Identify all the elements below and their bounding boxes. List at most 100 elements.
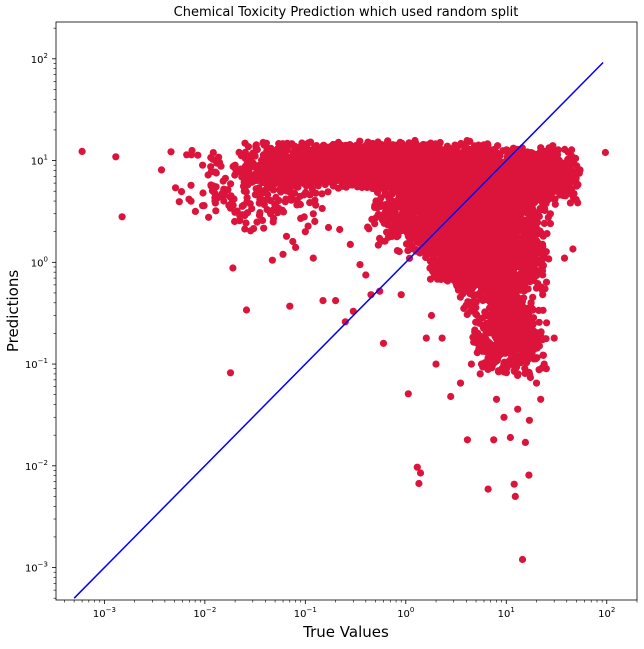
data-point — [422, 151, 430, 159]
data-point — [465, 153, 473, 161]
data-point — [405, 139, 413, 147]
data-point — [411, 136, 419, 145]
data-point — [459, 177, 467, 185]
data-point — [319, 175, 327, 183]
data-point — [298, 151, 306, 159]
data-point — [466, 183, 474, 191]
data-point — [381, 237, 389, 245]
data-point — [366, 159, 374, 167]
data-point — [395, 213, 403, 221]
data-point — [438, 175, 446, 183]
data-point — [395, 190, 403, 198]
data-point — [372, 214, 380, 222]
data-point — [402, 158, 410, 166]
data-point — [411, 224, 419, 232]
data-point — [384, 179, 392, 187]
data-point — [417, 185, 426, 193]
data-point — [395, 247, 403, 256]
data-point — [371, 163, 379, 171]
data-point — [372, 197, 380, 205]
data-point — [332, 163, 341, 171]
data-point — [352, 164, 360, 172]
data-point — [402, 216, 410, 224]
data-point — [363, 150, 371, 158]
data-point — [362, 141, 370, 150]
data-point — [423, 208, 432, 216]
data-point — [466, 137, 474, 145]
data-point — [482, 150, 491, 158]
data-point — [381, 145, 389, 153]
data-point — [496, 152, 504, 160]
data-point — [370, 170, 378, 178]
data-point — [415, 168, 424, 176]
data-point — [384, 170, 393, 178]
data-point — [433, 145, 441, 153]
data-point — [358, 176, 366, 184]
data-point — [348, 179, 356, 187]
data-point — [290, 154, 298, 162]
data-point — [425, 199, 433, 207]
data-point — [403, 222, 411, 230]
data-point — [435, 164, 443, 172]
data-point — [417, 233, 425, 241]
data-point — [405, 185, 413, 193]
data-point — [363, 169, 371, 177]
data-point — [353, 157, 361, 165]
data-point — [408, 243, 416, 251]
data-point — [378, 155, 386, 163]
data-point — [346, 155, 355, 163]
data-point — [446, 167, 454, 176]
data-point — [319, 150, 327, 158]
data-point — [244, 143, 252, 151]
data-point — [407, 197, 415, 205]
data-point — [423, 173, 431, 181]
data-point — [374, 185, 382, 193]
data-point — [407, 206, 416, 214]
data-point — [451, 178, 459, 186]
data-point — [457, 185, 465, 193]
data-point — [370, 145, 378, 153]
data-point — [427, 144, 435, 152]
data-point — [352, 142, 360, 150]
data-point — [408, 166, 416, 174]
data-point — [275, 140, 283, 148]
data-point — [447, 145, 455, 153]
data-point — [349, 173, 357, 181]
data-point — [417, 193, 425, 201]
data-point — [484, 159, 492, 167]
data-point — [335, 144, 343, 152]
data-point — [477, 173, 485, 181]
data-point — [338, 168, 346, 176]
data-point — [433, 194, 441, 202]
data-point — [349, 148, 357, 156]
data-point — [440, 154, 448, 162]
data-point — [386, 158, 394, 166]
plot-area — [55, 21, 638, 601]
data-point — [339, 179, 348, 187]
data-point — [425, 215, 434, 223]
data-point — [365, 225, 373, 233]
data-point — [383, 139, 391, 147]
data-points — [78, 136, 610, 564]
data-point — [353, 183, 361, 191]
data-point — [457, 194, 465, 202]
data-point — [369, 139, 377, 148]
data-point — [404, 149, 412, 157]
data-point — [288, 140, 296, 148]
data-point — [329, 149, 337, 158]
data-point — [415, 205, 423, 213]
chart-title: Chemical Toxicity Prediction which used … — [174, 5, 519, 20]
data-point — [493, 158, 501, 166]
data-point — [374, 140, 382, 148]
data-point — [374, 241, 382, 249]
data-point — [275, 149, 283, 157]
data-point — [413, 149, 421, 157]
data-point — [459, 164, 467, 172]
data-point — [300, 161, 308, 169]
data-point — [468, 165, 476, 174]
data-point — [340, 153, 348, 161]
data-point — [394, 153, 402, 161]
data-point — [262, 139, 270, 147]
data-point — [327, 142, 336, 150]
